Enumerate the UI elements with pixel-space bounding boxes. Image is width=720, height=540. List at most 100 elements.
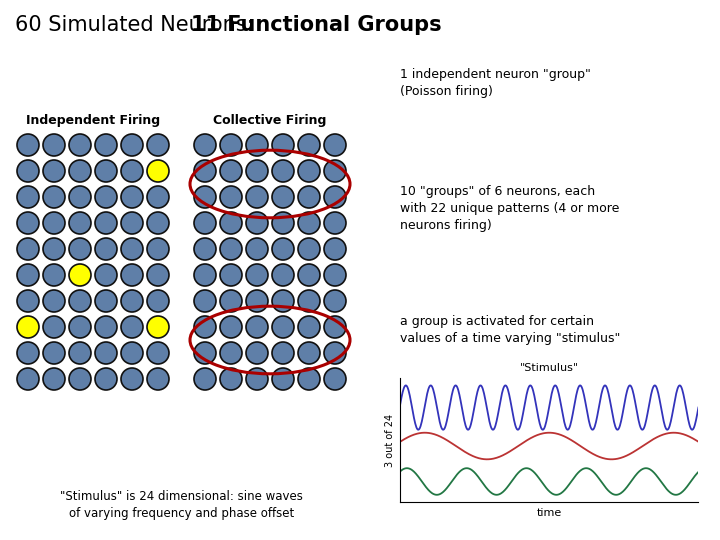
Circle shape xyxy=(17,186,39,208)
Circle shape xyxy=(43,290,65,312)
Circle shape xyxy=(121,238,143,260)
Circle shape xyxy=(298,264,320,286)
Circle shape xyxy=(272,160,294,182)
Circle shape xyxy=(246,134,268,156)
Circle shape xyxy=(43,134,65,156)
Circle shape xyxy=(69,212,91,234)
Circle shape xyxy=(95,316,117,338)
Circle shape xyxy=(220,186,242,208)
Circle shape xyxy=(220,342,242,364)
Circle shape xyxy=(95,238,117,260)
Circle shape xyxy=(220,264,242,286)
Circle shape xyxy=(298,368,320,390)
Circle shape xyxy=(272,368,294,390)
Circle shape xyxy=(69,368,91,390)
Circle shape xyxy=(69,186,91,208)
Circle shape xyxy=(95,290,117,312)
Circle shape xyxy=(95,368,117,390)
Circle shape xyxy=(17,264,39,286)
Circle shape xyxy=(298,342,320,364)
Circle shape xyxy=(194,290,216,312)
Circle shape xyxy=(95,342,117,364)
Circle shape xyxy=(324,316,346,338)
Circle shape xyxy=(95,134,117,156)
Circle shape xyxy=(272,238,294,260)
Circle shape xyxy=(95,264,117,286)
Circle shape xyxy=(324,134,346,156)
Circle shape xyxy=(246,316,268,338)
Circle shape xyxy=(69,134,91,156)
Text: Collective Firing: Collective Firing xyxy=(213,114,327,127)
Circle shape xyxy=(43,186,65,208)
Circle shape xyxy=(147,316,169,338)
Circle shape xyxy=(69,160,91,182)
Circle shape xyxy=(17,134,39,156)
Circle shape xyxy=(43,264,65,286)
Circle shape xyxy=(147,368,169,390)
X-axis label: time: time xyxy=(536,508,562,518)
Text: 11 Functional Groups: 11 Functional Groups xyxy=(191,15,441,35)
Circle shape xyxy=(272,290,294,312)
Circle shape xyxy=(43,212,65,234)
Circle shape xyxy=(147,342,169,364)
Circle shape xyxy=(17,368,39,390)
Circle shape xyxy=(17,212,39,234)
Circle shape xyxy=(246,160,268,182)
Text: 10 "groups" of 6 neurons, each
with 22 unique patterns (4 or more
neurons firing: 10 "groups" of 6 neurons, each with 22 u… xyxy=(400,185,619,232)
Circle shape xyxy=(272,264,294,286)
Circle shape xyxy=(17,342,39,364)
Circle shape xyxy=(220,238,242,260)
Circle shape xyxy=(246,212,268,234)
Circle shape xyxy=(298,316,320,338)
Circle shape xyxy=(43,342,65,364)
Circle shape xyxy=(220,134,242,156)
Text: 1 independent neuron "group"
(Poisson firing): 1 independent neuron "group" (Poisson fi… xyxy=(400,68,590,98)
Circle shape xyxy=(298,160,320,182)
Circle shape xyxy=(147,238,169,260)
Circle shape xyxy=(121,134,143,156)
Circle shape xyxy=(194,264,216,286)
Circle shape xyxy=(298,186,320,208)
Circle shape xyxy=(272,186,294,208)
Circle shape xyxy=(121,316,143,338)
Circle shape xyxy=(69,238,91,260)
Circle shape xyxy=(121,186,143,208)
Circle shape xyxy=(147,290,169,312)
Circle shape xyxy=(324,160,346,182)
Circle shape xyxy=(43,368,65,390)
Circle shape xyxy=(220,290,242,312)
Circle shape xyxy=(17,290,39,312)
Circle shape xyxy=(220,212,242,234)
Circle shape xyxy=(121,342,143,364)
Circle shape xyxy=(95,212,117,234)
Circle shape xyxy=(194,212,216,234)
Circle shape xyxy=(246,264,268,286)
Circle shape xyxy=(272,316,294,338)
Circle shape xyxy=(194,134,216,156)
Y-axis label: 3 out of 24: 3 out of 24 xyxy=(385,414,395,467)
Circle shape xyxy=(246,368,268,390)
Circle shape xyxy=(69,264,91,286)
Circle shape xyxy=(324,264,346,286)
Circle shape xyxy=(220,160,242,182)
Circle shape xyxy=(246,238,268,260)
Circle shape xyxy=(121,290,143,312)
Circle shape xyxy=(272,134,294,156)
Circle shape xyxy=(69,342,91,364)
Circle shape xyxy=(246,342,268,364)
Circle shape xyxy=(324,238,346,260)
Text: "Stimulus" is 24 dimensional: sine waves
of varying frequency and phase offset: "Stimulus" is 24 dimensional: sine waves… xyxy=(60,490,303,520)
Circle shape xyxy=(121,160,143,182)
Circle shape xyxy=(298,238,320,260)
Circle shape xyxy=(194,186,216,208)
Circle shape xyxy=(17,238,39,260)
Circle shape xyxy=(194,368,216,390)
Circle shape xyxy=(298,212,320,234)
Circle shape xyxy=(121,212,143,234)
Circle shape xyxy=(147,186,169,208)
Circle shape xyxy=(194,342,216,364)
Circle shape xyxy=(147,264,169,286)
Text: "Stimulus": "Stimulus" xyxy=(519,362,579,373)
Circle shape xyxy=(324,186,346,208)
Circle shape xyxy=(324,368,346,390)
